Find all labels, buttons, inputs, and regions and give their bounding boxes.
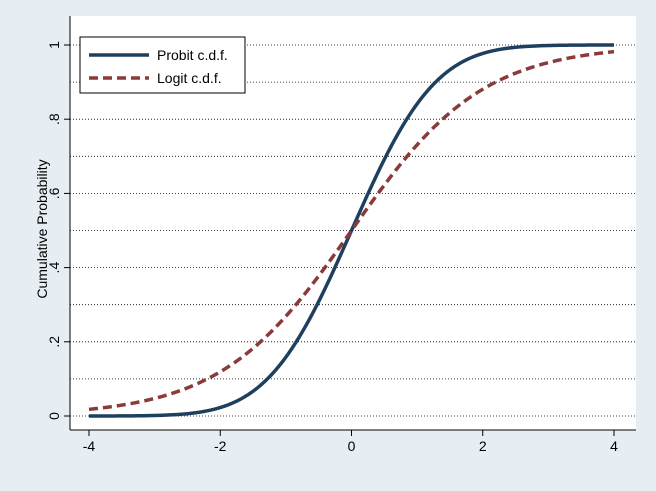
x-axis: -4 -2 0 2 4 xyxy=(70,429,636,454)
series-line-logit xyxy=(88,49,615,412)
x-tick-label: 2 xyxy=(479,438,487,454)
y-tick-label: .4 xyxy=(46,262,62,274)
series-layer xyxy=(88,43,615,418)
y-axis: 0 .2 .4 .6 .8 1 xyxy=(46,16,71,430)
legend-label-probit: Probit c.d.f. xyxy=(157,47,228,63)
x-tick-label: 4 xyxy=(610,438,618,454)
legend: Probit c.d.f. Logit c.d.f. xyxy=(79,36,246,94)
legend-box xyxy=(79,36,246,94)
y-tick-label: .2 xyxy=(46,336,62,348)
x-tick-label: -4 xyxy=(83,438,96,454)
y-tick-label: 0 xyxy=(46,412,62,420)
x-tick-label: -2 xyxy=(214,438,227,454)
series-line-probit xyxy=(89,43,614,418)
y-tick-label: 1 xyxy=(46,41,62,49)
x-tick-label: 0 xyxy=(348,438,356,454)
y-tick-label: .8 xyxy=(46,113,62,125)
y-axis-title: Cumulative Probability xyxy=(34,159,50,298)
y-tick-label: .6 xyxy=(46,187,62,199)
legend-label-logit: Logit c.d.f. xyxy=(157,70,222,86)
